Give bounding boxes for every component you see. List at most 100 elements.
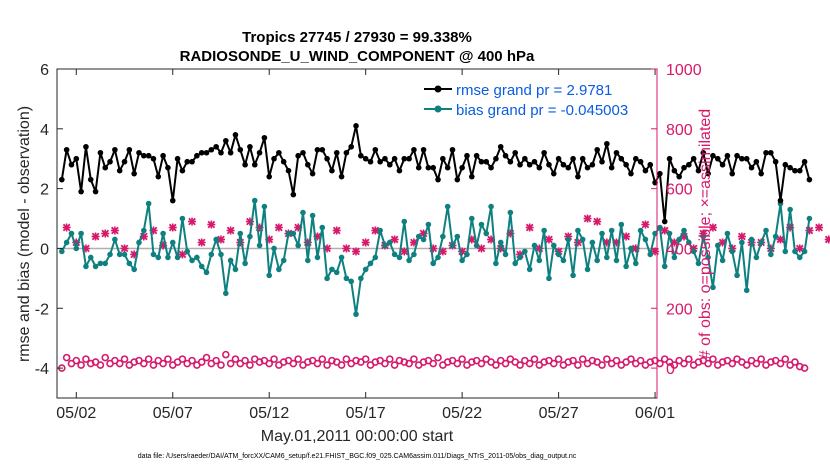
rmse-series-point: [107, 158, 113, 165]
bias-series-point: [203, 269, 210, 276]
bias-series-point: [271, 245, 277, 252]
bias-series-point: [792, 248, 798, 255]
bias-series-point: [78, 230, 84, 237]
rmse-series-point: [681, 164, 687, 171]
bias-series-point: [59, 248, 65, 255]
bias-series-point: [184, 248, 191, 255]
rmse-series-point: [671, 167, 678, 174]
bias-series-point: [377, 227, 383, 234]
bias-series-point: [223, 290, 229, 297]
rmse-series-point: [729, 170, 736, 177]
rmse-series-point: [700, 149, 707, 156]
rmse-series-point: [92, 188, 99, 195]
rmse-series-point: [676, 173, 682, 180]
bias-series-point: [739, 239, 745, 246]
rmse-series-point: [280, 158, 287, 165]
bias-series-point: [169, 239, 176, 246]
bias-series-point: [594, 257, 600, 264]
obs-possible-point: [212, 356, 220, 365]
bias-series-point: [63, 239, 70, 246]
rmse-series-point: [189, 158, 195, 165]
obs-possible-point: [62, 353, 71, 362]
obs-assimilated-point: [776, 235, 785, 244]
bias-series-point: [483, 230, 490, 237]
rmse-series-point: [550, 170, 557, 177]
rmse-series-point: [415, 164, 422, 171]
rmse-series-point: [604, 140, 610, 147]
rmse-series-point: [290, 191, 297, 198]
bias-series-point: [121, 251, 128, 258]
obs-possible-point: [530, 355, 539, 363]
rmse-series-point: [131, 170, 137, 177]
bias-series-point: [112, 236, 118, 243]
bias-series-point: [97, 260, 104, 267]
rmse-series-point: [546, 161, 552, 168]
obs-possible-point: [776, 359, 785, 368]
bias-series-point: [333, 269, 340, 276]
obs-assimilated-point: [795, 244, 804, 253]
bias-series-point: [126, 260, 133, 267]
rmse-series-point: [141, 152, 147, 159]
bias-series-point: [107, 251, 113, 258]
bias-series-point: [285, 230, 292, 237]
bias-series-point: [420, 236, 427, 243]
chart-title-line2: RADIOSONDE_U_WIND_COMPONENT @ 400 hPa: [180, 48, 535, 65]
rmse-series-point: [613, 149, 620, 156]
bias-series-point: [555, 251, 562, 258]
rmse-series-point: [507, 158, 514, 165]
obs-assimilated-point: [525, 223, 534, 232]
obs-assimilated-point: [477, 244, 486, 253]
y-tick-label-left: 4: [40, 122, 49, 139]
bias-series-point: [73, 245, 80, 252]
rmse-series-point: [758, 170, 764, 177]
rmse-series-point: [575, 173, 581, 180]
obs-assimilated-point: [737, 232, 746, 241]
rmse-series-point: [213, 143, 219, 150]
bias-series-point: [676, 236, 682, 243]
bias-series-point: [763, 227, 769, 234]
data-file-footnote: data file: /Users/raeder/DAI/ATM_forcXX/…: [138, 453, 577, 460]
bias-series-point: [575, 227, 581, 234]
obs-possible-point: [410, 355, 418, 363]
bias-series-point: [276, 266, 282, 273]
obs-possible-point: [554, 355, 563, 363]
bias-series-point: [473, 242, 480, 249]
bias-series-point: [386, 239, 393, 246]
bias-series-point: [734, 272, 740, 279]
bias-series-point: [213, 236, 219, 243]
rmse-series-point: [329, 167, 335, 174]
obs-assimilated-point: [207, 220, 216, 229]
bias-series-point: [599, 230, 605, 237]
bias-series-point: [618, 221, 625, 228]
bias-series-point: [102, 260, 109, 267]
rmse-series-point: [59, 176, 65, 183]
bias-series-point: [435, 254, 441, 261]
bias-series-point: [358, 275, 364, 282]
bias-series-point: [522, 248, 528, 255]
bias-series-point: [613, 257, 620, 264]
bias-series-point: [681, 227, 687, 234]
bias-series-point: [666, 230, 673, 237]
rmse-series-point: [435, 176, 441, 183]
bias-series-point: [488, 203, 494, 210]
bias-series-point: [396, 254, 403, 261]
obs-possible-point: [313, 359, 322, 368]
rmse-series-point: [198, 149, 205, 156]
bias-series-point: [806, 215, 813, 222]
bias-series-point: [343, 275, 350, 282]
bias-series-point: [478, 221, 485, 228]
rmse-series-point: [353, 123, 359, 129]
rmse-series-point: [271, 155, 277, 162]
bias-series-point: [623, 263, 629, 270]
obs-possible-point: [385, 355, 394, 363]
rmse-series-point: [261, 134, 268, 141]
bias-series-point: [632, 260, 639, 267]
rmse-series-point: [512, 149, 518, 156]
rmse-series-point: [599, 158, 605, 165]
obs-possible-point: [704, 359, 712, 368]
obs-possible-point: [516, 361, 524, 369]
bias-series-point: [512, 260, 518, 267]
rmse-series-point: [203, 149, 210, 156]
bias-series-point: [280, 257, 287, 264]
obs-possible-point: [226, 359, 235, 368]
